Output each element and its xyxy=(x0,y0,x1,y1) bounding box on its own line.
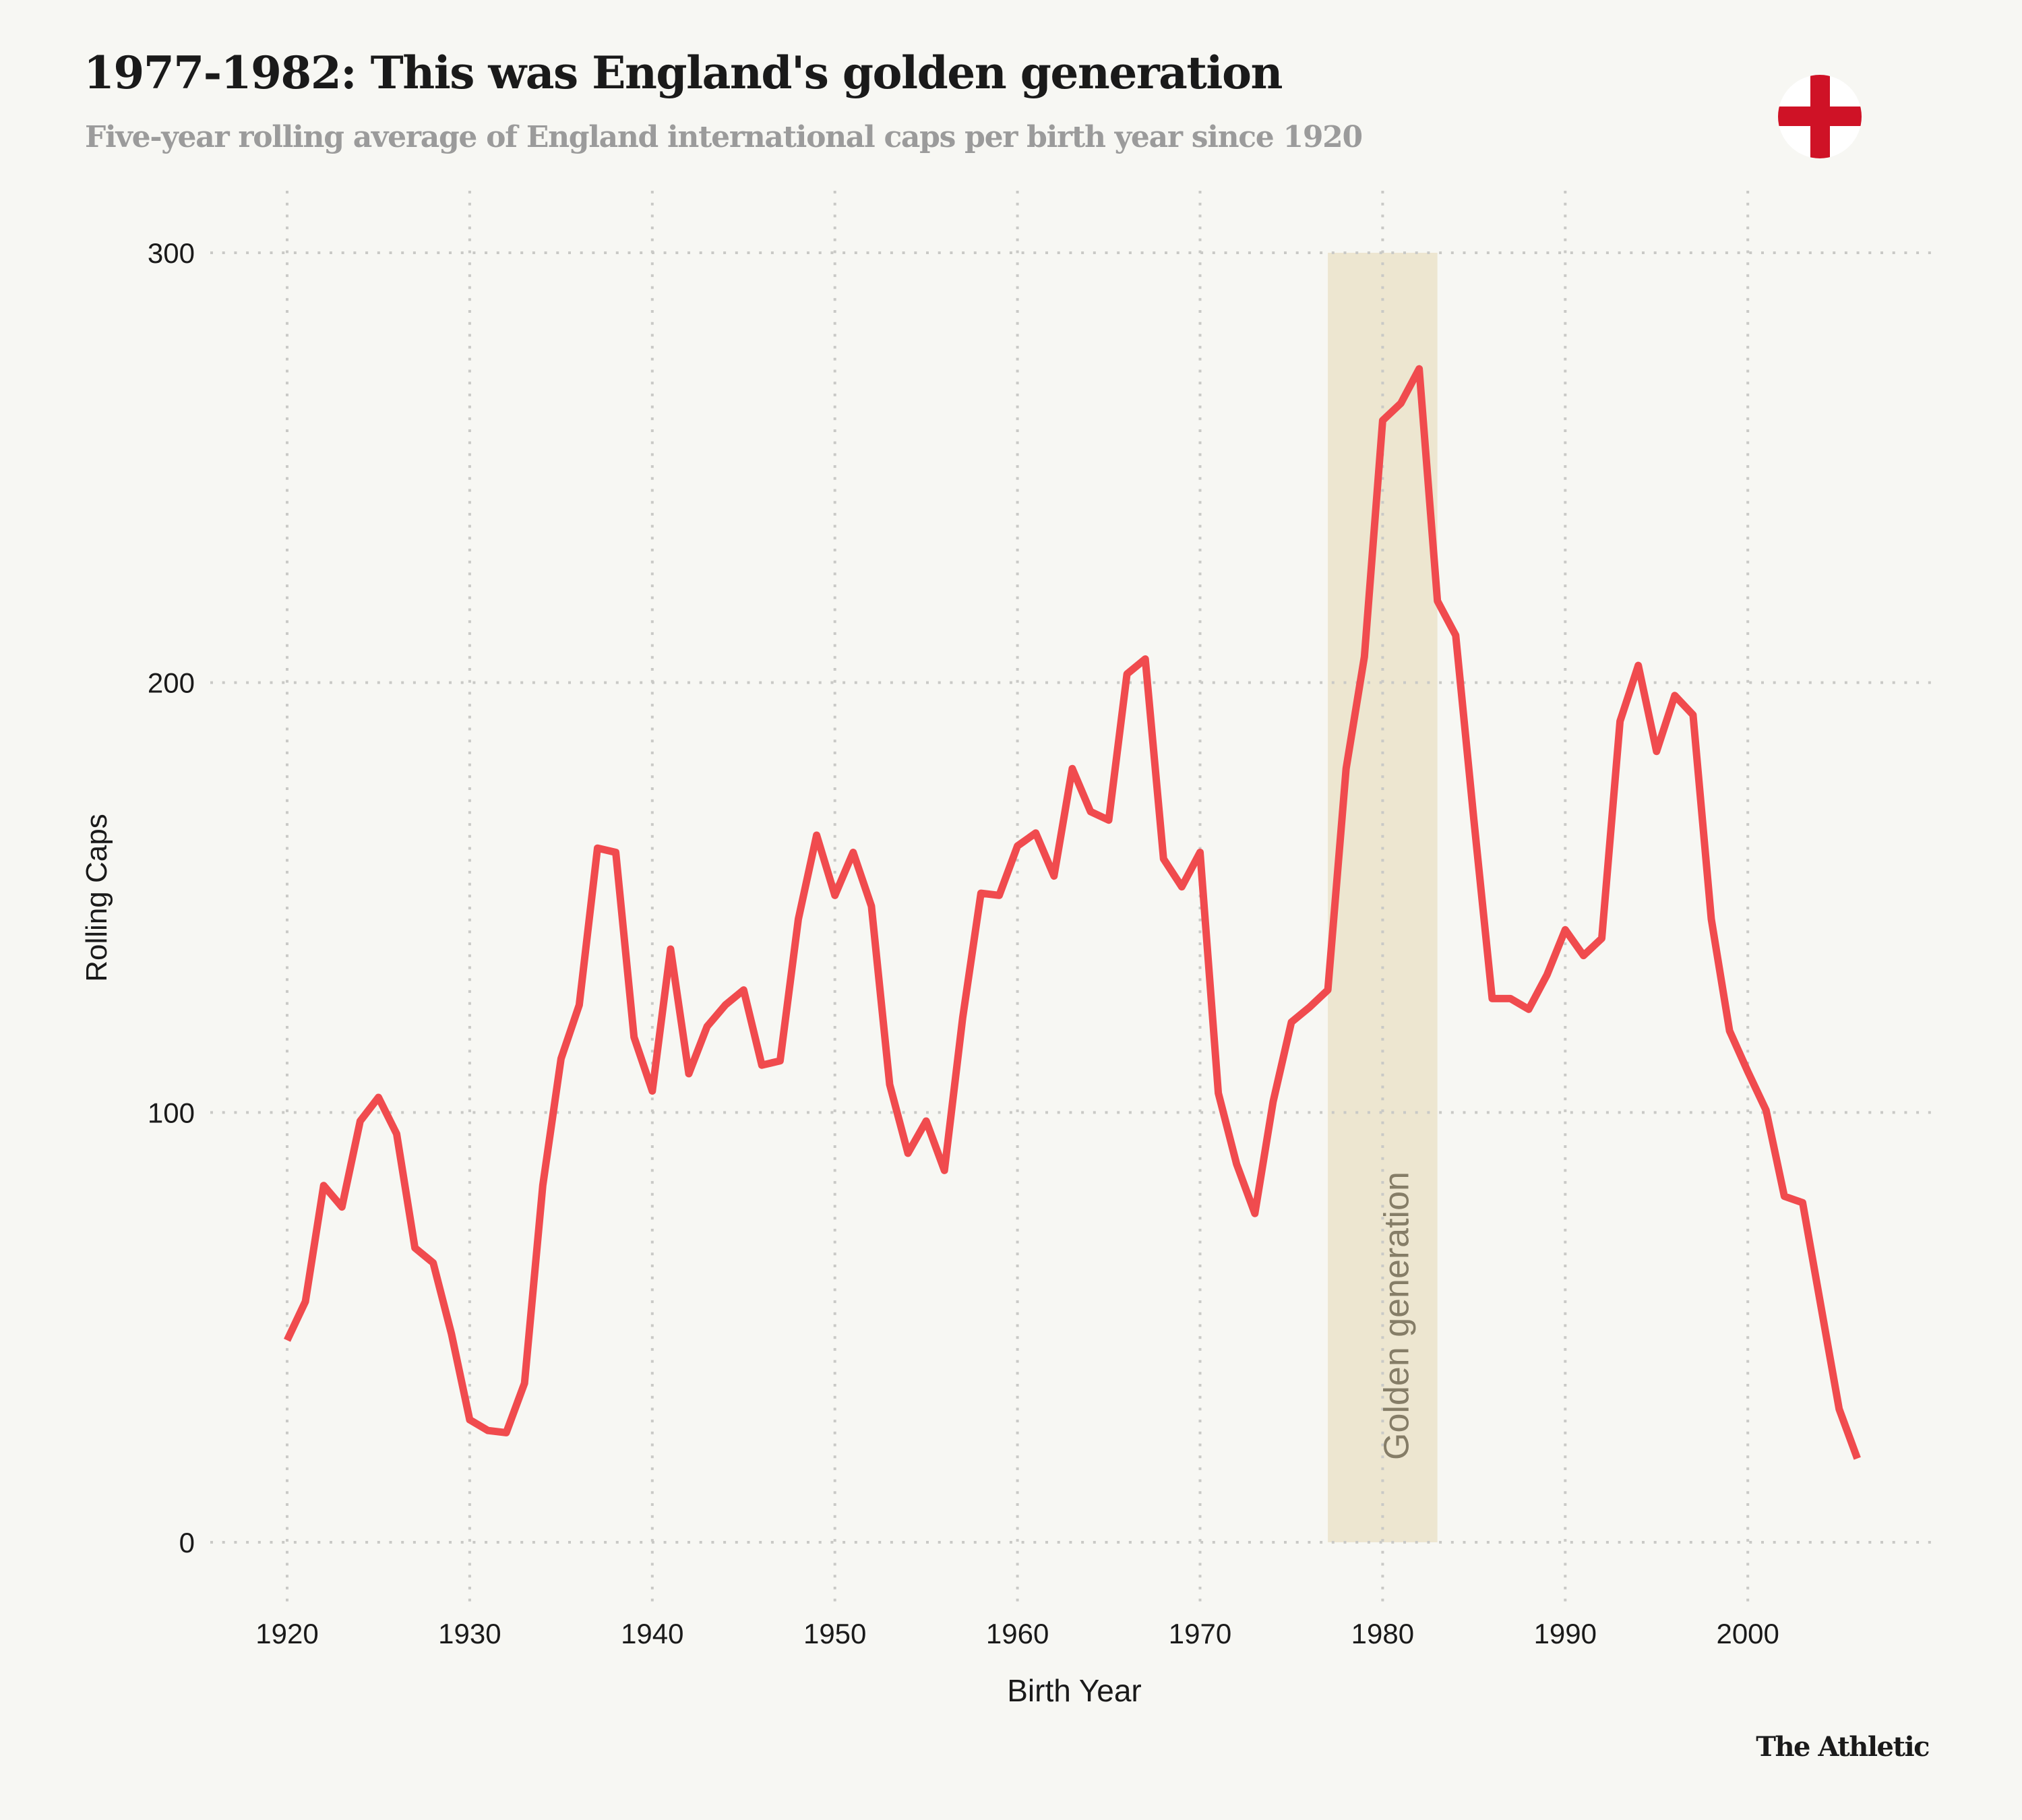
x-tick-label: 1950 xyxy=(803,1618,866,1649)
highlight-label-layer: Golden generation xyxy=(1377,1172,1416,1460)
x-tick-label: 1920 xyxy=(255,1618,318,1649)
flag-cross-horizontal xyxy=(1778,107,1862,126)
x-axis-label: Birth Year xyxy=(1007,1673,1141,1708)
series-line-rolling-caps xyxy=(284,365,1861,1460)
grid-layer xyxy=(210,191,1938,1608)
y-tick-label: 200 xyxy=(148,667,195,699)
x-tick-label: 1960 xyxy=(986,1618,1049,1649)
y-tick-label: 100 xyxy=(148,1097,195,1128)
x-tick-labels: 1920 1930 1940 1950 1960 1970 1980 1990 2000 xyxy=(255,1618,1779,1649)
y-axis-label: Rolling Caps xyxy=(80,814,113,981)
y-tick-labels: 0 100 200 300 xyxy=(148,237,195,1558)
series-layer xyxy=(284,365,1861,1460)
y-tick-label: 0 xyxy=(179,1527,195,1558)
chart-subtitle: Five-year rolling average of England int… xyxy=(85,120,1363,154)
x-tick-label: 1940 xyxy=(621,1618,683,1649)
x-tick-label: 1990 xyxy=(1534,1618,1597,1649)
x-tick-label: 2000 xyxy=(1716,1618,1779,1649)
chart-title: 1977-1982: This was England's golden gen… xyxy=(84,47,1283,99)
x-tick-label: 1970 xyxy=(1169,1618,1231,1649)
brand-logo: The Athletic xyxy=(1756,1731,1930,1763)
golden-generation-label: Golden generation xyxy=(1377,1172,1416,1460)
x-tick-label: 1930 xyxy=(438,1618,501,1649)
england-flag-icon xyxy=(1778,75,1862,158)
y-tick-label: 300 xyxy=(148,237,195,269)
x-tick-label: 1980 xyxy=(1351,1618,1414,1649)
